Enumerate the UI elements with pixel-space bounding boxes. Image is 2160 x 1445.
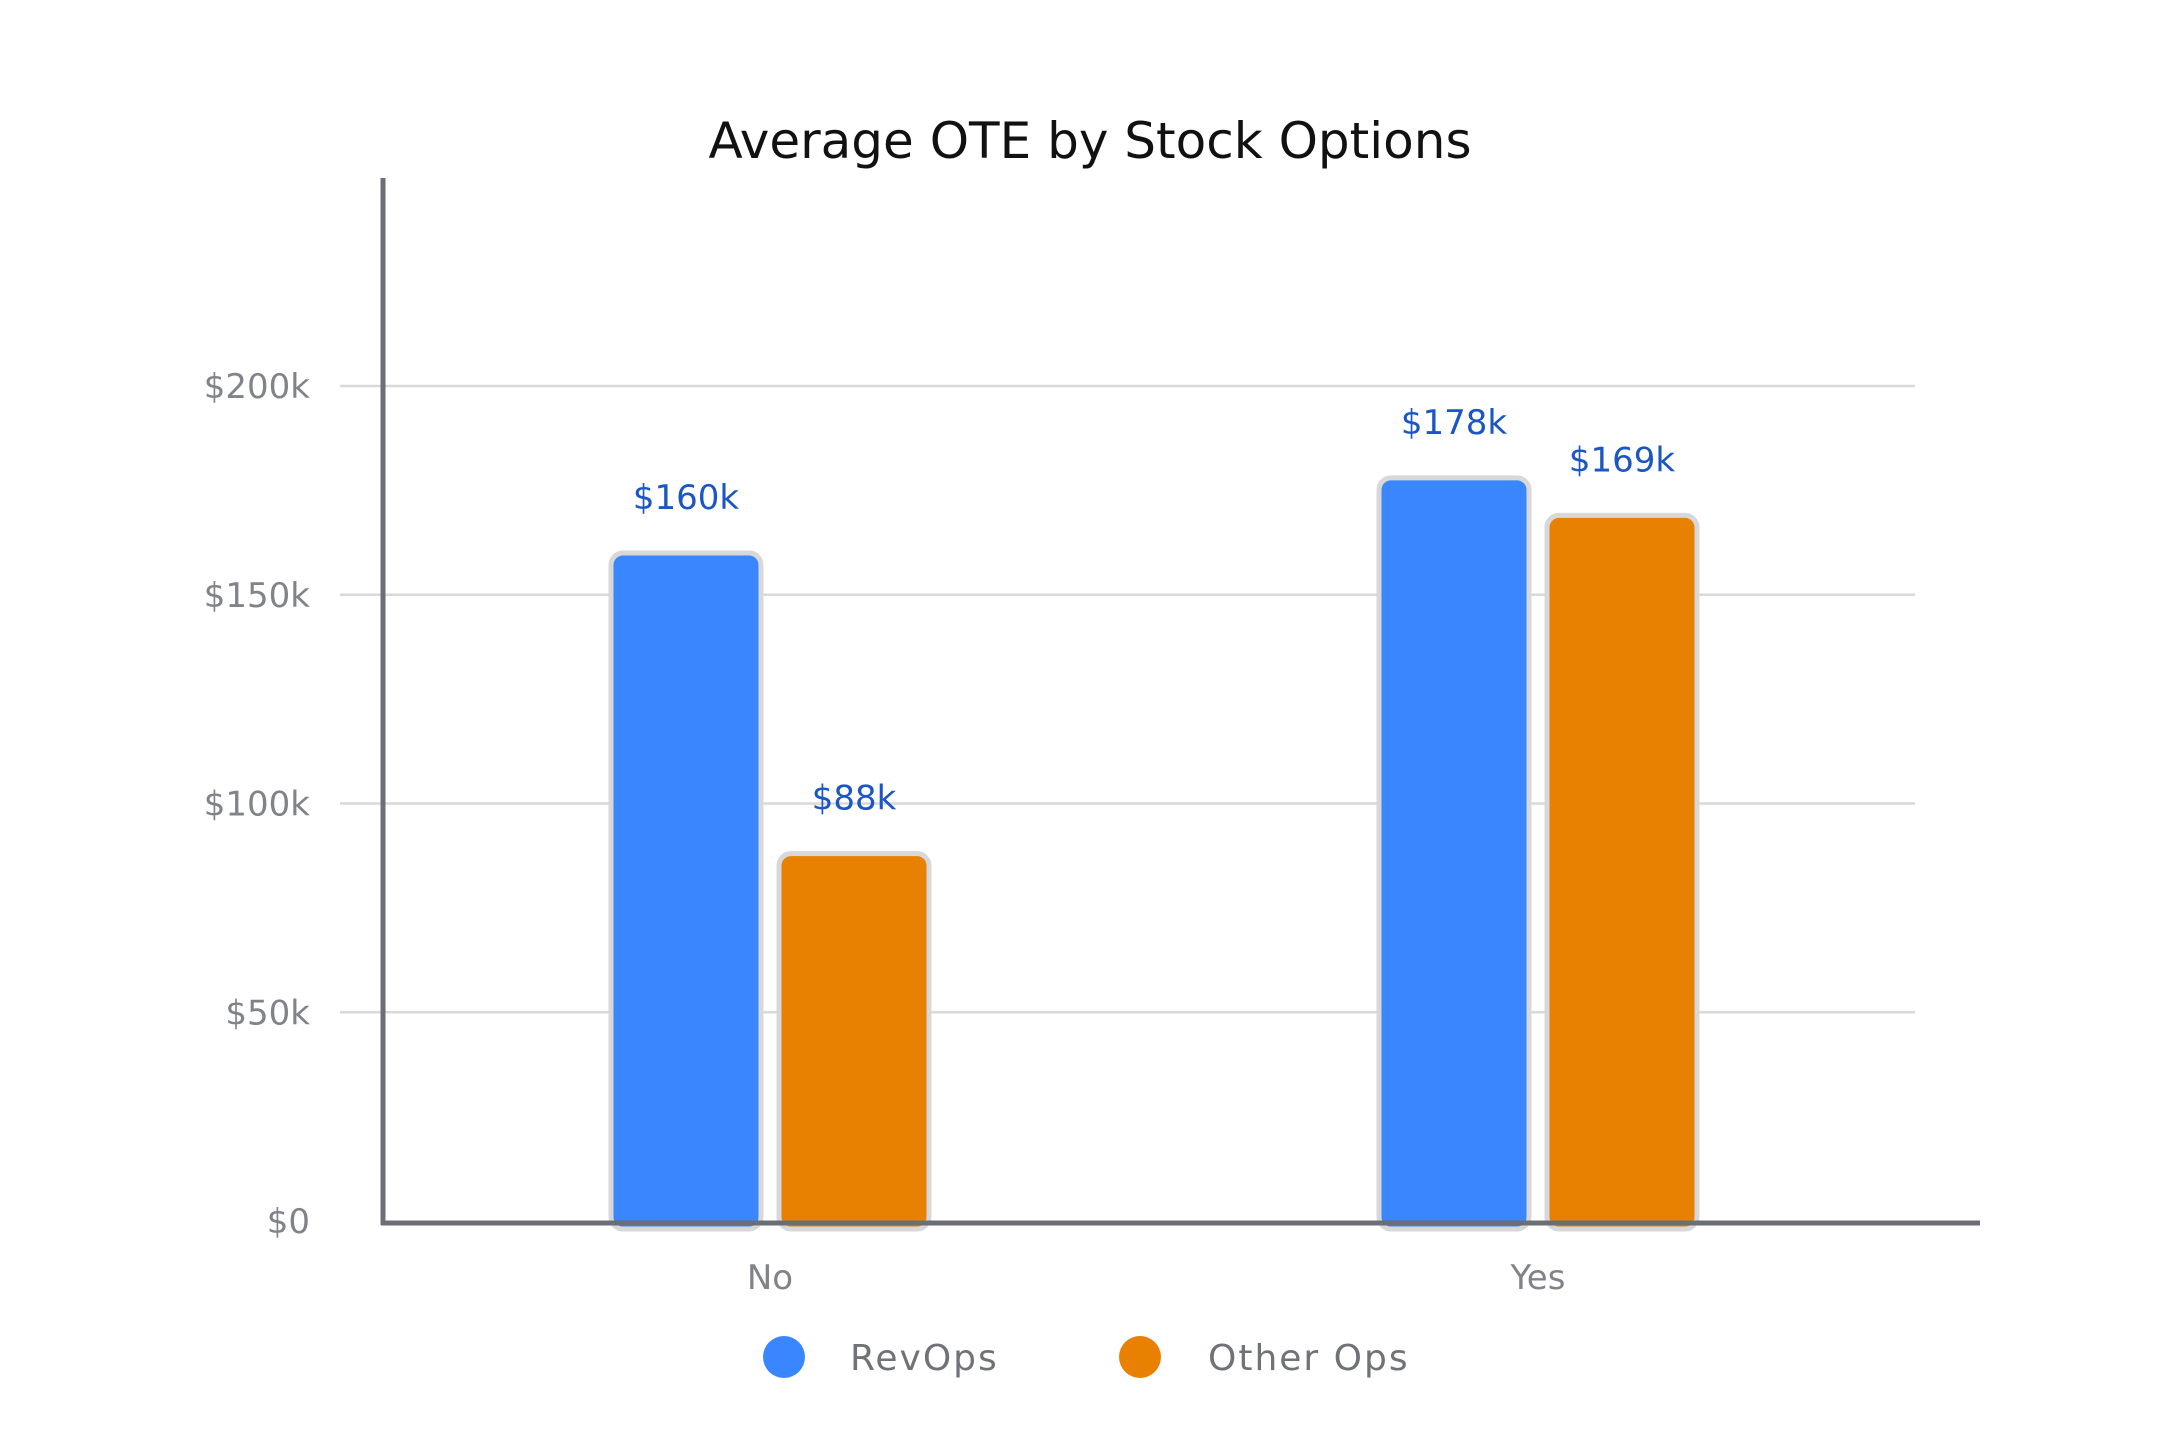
bar-other-ops-no [776,851,932,1232]
y-tick-labels: $0 $50k $100k $150k $200k [204,367,311,1242]
data-label-other-ops-no: $88k [812,779,897,819]
x-category-label-yes: Yes [1510,1258,1566,1298]
y-tick-label: $200k [204,367,311,407]
legend: RevOps Other Ops [763,1336,1410,1379]
y-tick-label: $100k [204,785,311,825]
legend-item-revops: RevOps [763,1336,999,1379]
bars [608,475,1700,1232]
legend-swatch-other-ops [1119,1336,1161,1378]
axes [380,178,1980,1226]
legend-label-other-ops: Other Ops [1208,1338,1410,1379]
y-tick-label: $50k [225,993,310,1033]
legend-label-revops: RevOps [850,1338,999,1379]
x-category-label-no: No [747,1258,793,1298]
bar-revops-no [608,550,764,1232]
data-label-revops-yes: $178k [1401,403,1508,443]
y-tick-label: $0 [267,1202,310,1242]
data-labels: $160k $88k $178k $169k [633,403,1676,819]
data-label-revops-no: $160k [633,478,740,518]
bar-other-ops-yes [1544,512,1700,1232]
x-category-labels: No Yes [747,1258,1566,1298]
chart-title: Average OTE by Stock Options [708,112,1471,170]
legend-swatch-revops [763,1336,805,1378]
data-label-other-ops-yes: $169k [1569,440,1676,480]
y-tick-label: $150k [204,576,311,616]
legend-item-other-ops: Other Ops [1119,1336,1410,1379]
bar-revops-yes [1376,475,1532,1232]
